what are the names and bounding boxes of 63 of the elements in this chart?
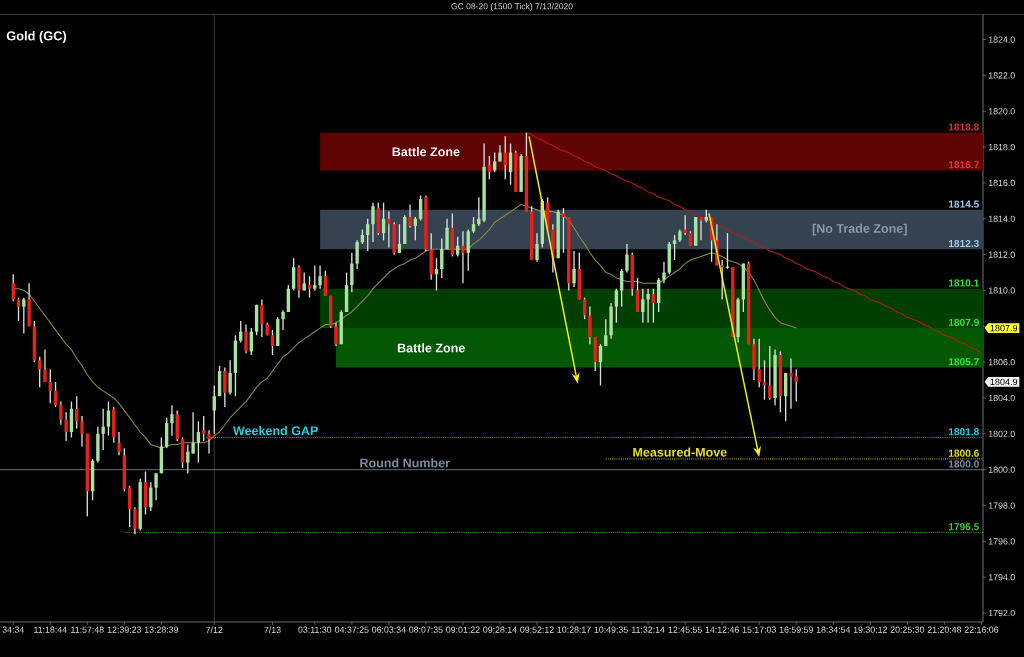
y-tick-label: 1798.0	[988, 502, 1015, 509]
x-tick-label: 10:28:17	[557, 626, 591, 633]
band-label: Battle Zone	[397, 343, 465, 353]
y-tick-label: 1816.0	[988, 179, 1015, 187]
x-tick-label: 12:45:55	[668, 626, 702, 633]
x-tick-label: 20:25:30	[890, 626, 925, 633]
annotation: 1796.5	[948, 523, 979, 531]
text: 1807.9	[990, 324, 1018, 332]
x-tick-label: 21:20:48	[927, 626, 962, 633]
annotation: 1816.7	[948, 161, 979, 169]
x-tick-label: 10:49:35	[594, 626, 628, 633]
y-tick-label: 1802.0	[988, 430, 1015, 437]
ref-line-label: Measured-Move	[633, 447, 727, 457]
y-tick-label: 1818.0	[988, 143, 1015, 151]
annotation: 1807.9	[948, 318, 979, 326]
y-tick-label: 1806.0	[988, 359, 1015, 366]
y-tick-label: 1812.0	[988, 251, 1015, 258]
annotation: 1812.3	[948, 239, 979, 248]
band-label: [No Trade Zone]	[812, 223, 907, 236]
x-tick-label: 18:34:54	[816, 626, 851, 633]
x-tick-label: 08:07:35	[409, 626, 443, 633]
y-tick-label: 1822.0	[988, 72, 1015, 79]
x-tick-label: 03:11:30	[298, 626, 332, 633]
x-tick-label: 09:28:14	[483, 626, 517, 633]
x-tick-label: 7/13	[264, 626, 281, 634]
x-tick-label: 13:28:39	[144, 626, 179, 633]
annotation: 1818.8	[948, 123, 979, 131]
x-tick-label: 12:39:23	[107, 626, 142, 633]
x-tick-label: 04:37:25	[335, 626, 369, 633]
x-tick-label: 09:52:12	[520, 626, 554, 633]
y-tick-label: 1810.0	[988, 287, 1015, 294]
ref-line-label: Round Number	[360, 458, 450, 468]
x-tick-label: 34:34	[2, 626, 24, 633]
x-tick-label: 06:03:34	[372, 626, 406, 633]
x-tick-label: 22:16:06	[964, 626, 999, 633]
annotation: 1810.1	[948, 279, 979, 287]
y-tick-label: 1820.0	[988, 108, 1015, 115]
annotation: 1814.5	[948, 200, 979, 208]
y-tick-label: 1792.0	[988, 609, 1015, 617]
x-tick-label: 14:12:46	[705, 626, 739, 633]
x-tick-label: 7/12	[206, 626, 223, 634]
chart-title: GC 08-20 (1500 Tick) 7/13/2020	[451, 3, 573, 11]
text: Gold (GC)	[6, 31, 67, 43]
y-tick-label: 1804.0	[988, 394, 1015, 402]
x-tick-label: 11:57:48	[71, 626, 104, 633]
ref-line-label: Weekend GAP	[232, 425, 318, 436]
annotation: 1805.7	[948, 358, 979, 366]
y-tick-label: 1800.0	[988, 466, 1015, 473]
x-tick-label: 16:59:59	[779, 626, 813, 633]
annotation: 1800.0	[948, 460, 979, 468]
x-tick-label: 11:32:14	[631, 626, 665, 633]
band-label: Battle Zone	[392, 146, 460, 157]
x-tick-label: 11:18:44	[34, 626, 67, 633]
y-tick-label: 1796.0	[988, 538, 1015, 545]
y-tick-label: 1794.0	[988, 574, 1015, 581]
x-tick-label: 19:30:12	[853, 626, 887, 633]
y-tick-label: 1814.0	[988, 215, 1015, 222]
y-tick-label: 1824.0	[988, 36, 1015, 43]
text: 1804.9	[990, 378, 1018, 386]
x-tick-label: 09:01:22	[446, 626, 480, 633]
x-tick-label: 15:17:03	[742, 626, 776, 633]
annotation: 1800.6	[948, 449, 979, 457]
annotation: 1801.8	[948, 428, 979, 436]
